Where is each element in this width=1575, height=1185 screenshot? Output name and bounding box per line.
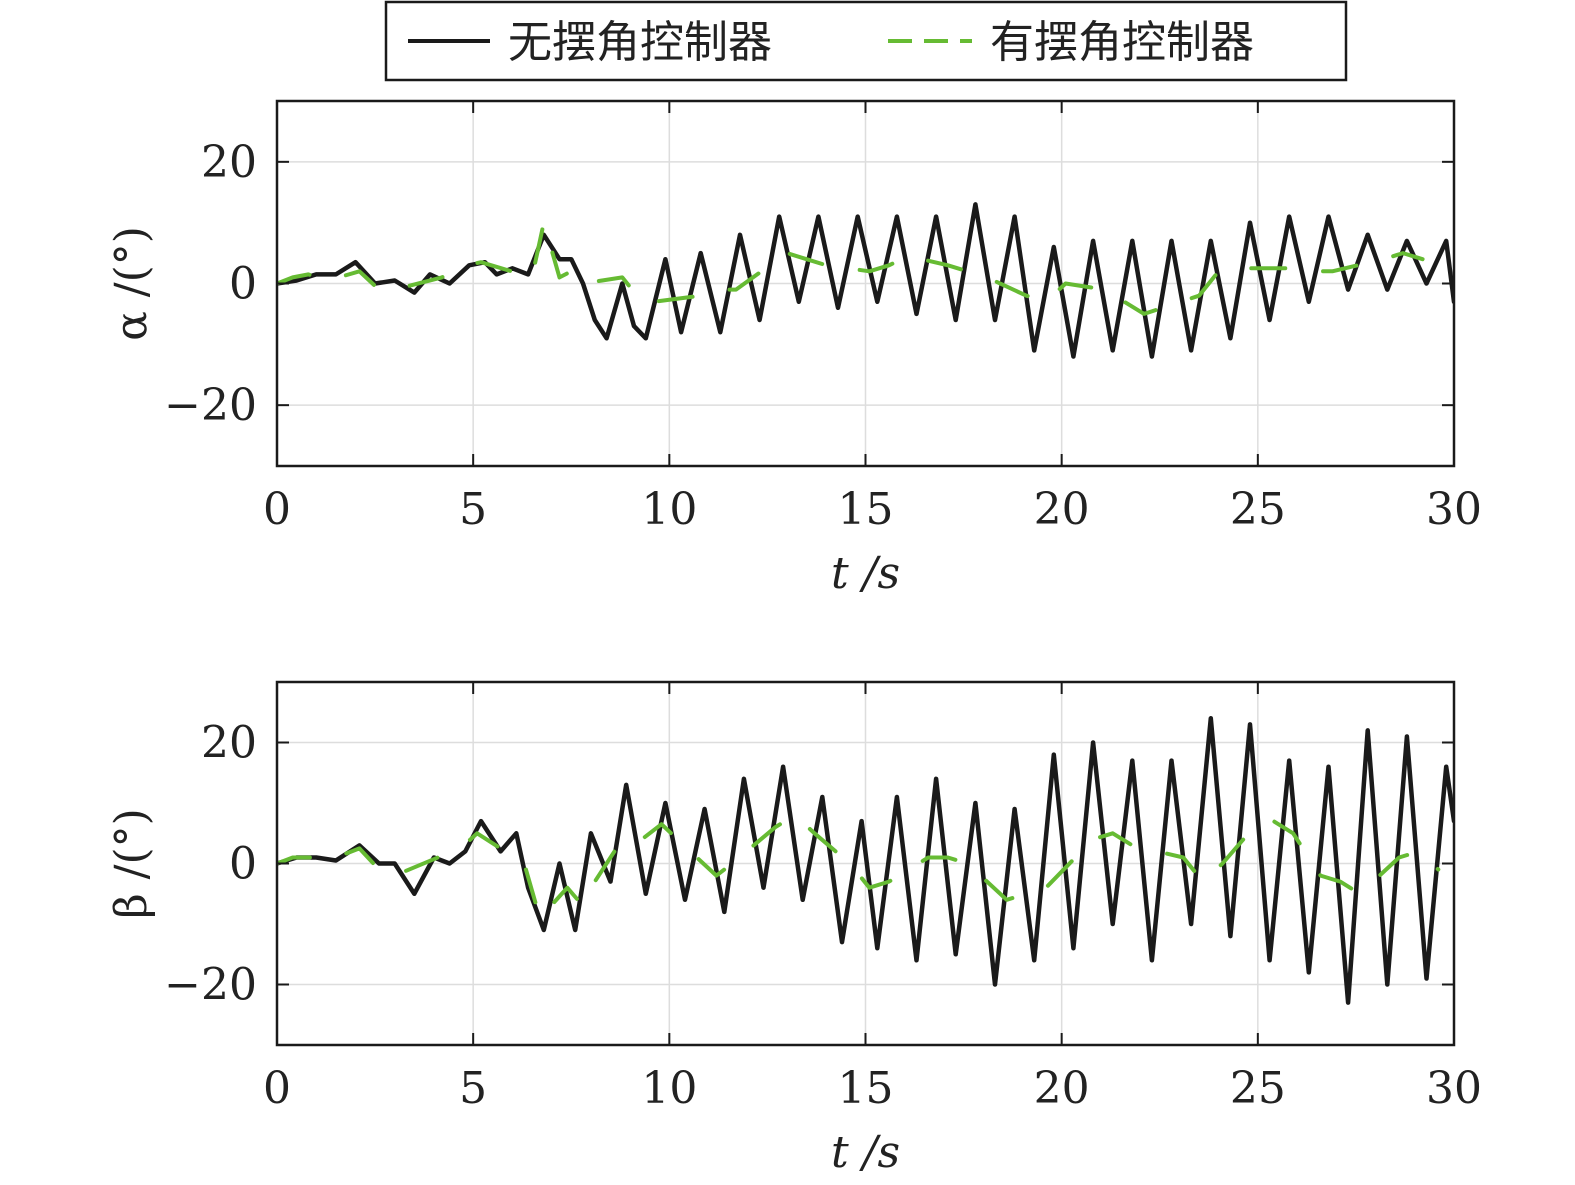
alpha-xlabel: t /s: [831, 548, 900, 599]
beta-xtick-label-30: 30: [1426, 1063, 1482, 1114]
beta-xtick-label-0: 0: [263, 1063, 291, 1114]
beta-series-group: [277, 716, 1454, 1005]
alpha-xtick-label-30: 30: [1426, 484, 1482, 535]
legend-label-without-controller: 无摆角控制器: [508, 17, 772, 68]
beta-xtick-label-25: 25: [1230, 1063, 1286, 1114]
beta-ylabel: β /(°): [106, 808, 157, 919]
legend-box: [384, 0, 1348, 82]
alpha-ytick-label-0: −20: [164, 380, 257, 431]
alpha-ytick-label-1: 0: [229, 259, 257, 310]
alpha-series-with-controller: [277, 220, 1425, 316]
alpha-xtick-label-10: 10: [641, 484, 697, 535]
legend: 无摆角控制器 有摆角控制器: [384, 0, 1348, 82]
panel-beta: 0 5 10 15 20 25 30 −20 0 20 t /s β /(°): [106, 680, 1482, 1178]
beta-ytick-label-2: 20: [201, 718, 257, 769]
legend-label-with-controller: 有摆角控制器: [990, 17, 1254, 68]
alpha-xtick-label-5: 5: [459, 484, 487, 535]
beta-xtick-label-20: 20: [1034, 1063, 1090, 1114]
beta-ytick-label-0: −20: [164, 960, 257, 1011]
alpha-xtick-label-15: 15: [838, 484, 894, 535]
beta-xtick-label-5: 5: [459, 1063, 487, 1114]
alpha-xtick-label-0: 0: [263, 484, 291, 535]
alpha-xtick-label-25: 25: [1230, 484, 1286, 535]
beta-ytick-label-1: 0: [229, 839, 257, 890]
alpha-ytick-label-2: 20: [201, 137, 257, 188]
beta-series-with-controller: [277, 813, 1441, 920]
beta-xtick-label-10: 10: [641, 1063, 697, 1114]
panel-alpha: 0 5 10 15 20 25 30 −20 0 20 t /s α /(°): [106, 99, 1482, 599]
alpha-xtick-label-20: 20: [1034, 484, 1090, 535]
alpha-series-group: [277, 202, 1454, 359]
alpha-ylabel: α /(°): [106, 226, 157, 341]
beta-xlabel: t /s: [831, 1127, 900, 1178]
beta-xtick-label-15: 15: [838, 1063, 894, 1114]
